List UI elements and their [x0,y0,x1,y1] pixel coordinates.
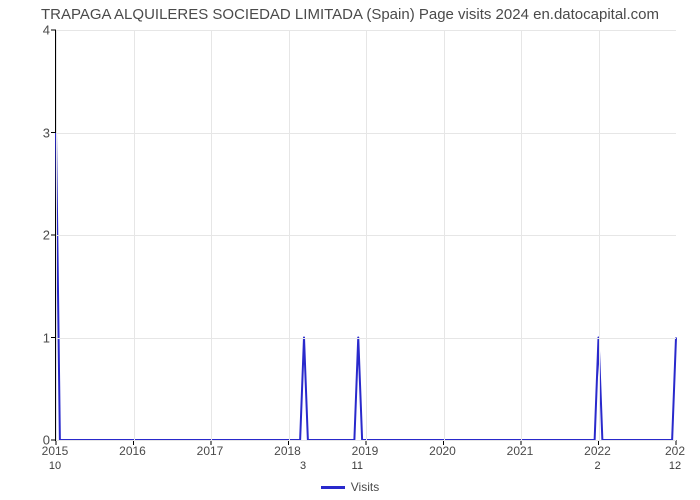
x-tick-label: 2022 [584,444,611,458]
data-label: 2 [594,460,600,472]
y-tick-label: 2 [20,228,50,243]
legend-label: Visits [351,480,379,494]
x-tick-label: 2021 [507,444,534,458]
y-tick-label: 3 [20,125,50,140]
x-tick-label: 202 [665,444,685,458]
plot-area [55,30,676,441]
gridline-v [599,30,600,440]
x-tick-label: 2015 [42,444,69,458]
gridline-v [444,30,445,440]
data-label: 12 [669,460,681,472]
gridline-v [211,30,212,440]
x-tick-label: 2020 [429,444,456,458]
data-label: 10 [49,460,61,472]
chart-container: TRAPAGA ALQUILERES SOCIEDAD LIMITADA (Sp… [0,0,700,500]
gridline-v [56,30,57,440]
y-tick-label: 1 [20,330,50,345]
legend-swatch [321,486,345,489]
data-label: 3 [300,460,306,472]
x-tick-label: 2018 [274,444,301,458]
gridline-v [366,30,367,440]
gridline-v [289,30,290,440]
x-tick-label: 2019 [352,444,379,458]
x-tick-label: 2017 [197,444,224,458]
chart-title: TRAPAGA ALQUILERES SOCIEDAD LIMITADA (Sp… [0,6,700,23]
gridline-h [56,440,676,441]
data-label: 11 [352,460,363,472]
gridline-v [521,30,522,440]
y-tick-label: 4 [20,23,50,38]
x-tick-label: 2016 [119,444,146,458]
legend: Visits [0,480,700,494]
gridline-v [134,30,135,440]
